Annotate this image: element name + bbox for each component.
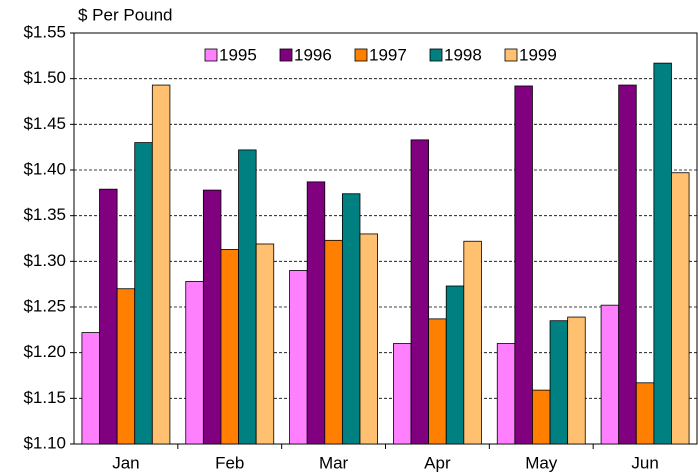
legend-swatch <box>204 48 218 62</box>
x-tick-label: May <box>525 453 558 472</box>
bar <box>393 343 412 445</box>
y-tick-label: $1.15 <box>23 388 66 407</box>
legend-swatch <box>504 48 518 62</box>
bar <box>324 239 343 445</box>
bar <box>671 172 690 445</box>
bar <box>463 240 482 445</box>
bar <box>238 149 257 445</box>
y-tick-label: $1.10 <box>23 433 66 452</box>
bar <box>567 316 586 445</box>
y-tick-label: $1.30 <box>23 251 66 270</box>
bar <box>151 84 171 445</box>
y-tick-label: $1.40 <box>23 159 66 178</box>
y-tick-label: $1.50 <box>23 68 66 87</box>
legend-label: 1999 <box>519 45 557 64</box>
bar <box>220 249 239 445</box>
x-tick-label: Jan <box>112 453 139 472</box>
bar <box>653 62 672 445</box>
y-tick-label: $1.25 <box>23 296 66 315</box>
bar <box>81 332 100 445</box>
bar <box>99 188 118 445</box>
bar <box>600 304 620 445</box>
legend-label: 1998 <box>444 45 482 64</box>
bar <box>496 343 516 445</box>
legend-swatch <box>279 48 293 62</box>
bar <box>532 389 551 445</box>
legend-label: 1996 <box>294 45 332 64</box>
x-tick-label: Apr <box>424 453 451 472</box>
bar <box>306 181 326 445</box>
bar <box>359 233 378 445</box>
bar <box>341 193 361 445</box>
x-tick-label: Feb <box>215 453 244 472</box>
legend-swatch <box>354 48 368 62</box>
legend-label: 1997 <box>369 45 407 64</box>
bar <box>410 139 430 445</box>
legend-label: 1995 <box>219 45 257 64</box>
bar <box>428 318 447 445</box>
bar <box>635 382 655 445</box>
bar <box>202 189 222 445</box>
y-tick-label: $1.55 <box>23 22 66 41</box>
bar <box>445 285 465 445</box>
bar <box>289 270 308 445</box>
y-tick-label: $1.35 <box>23 205 66 224</box>
y-tick-label: $1.45 <box>23 114 66 133</box>
bar <box>116 288 136 445</box>
legend-swatch <box>429 48 443 62</box>
bar <box>618 84 637 445</box>
bar <box>514 85 533 445</box>
axis-label: $ Per Pound <box>78 5 173 24</box>
bar <box>255 243 275 445</box>
bar <box>185 281 204 445</box>
x-tick-label: Jun <box>631 453 658 472</box>
bar <box>134 142 153 445</box>
x-tick-label: Mar <box>319 453 349 472</box>
bar <box>549 320 569 445</box>
y-tick-label: $1.20 <box>23 342 66 361</box>
